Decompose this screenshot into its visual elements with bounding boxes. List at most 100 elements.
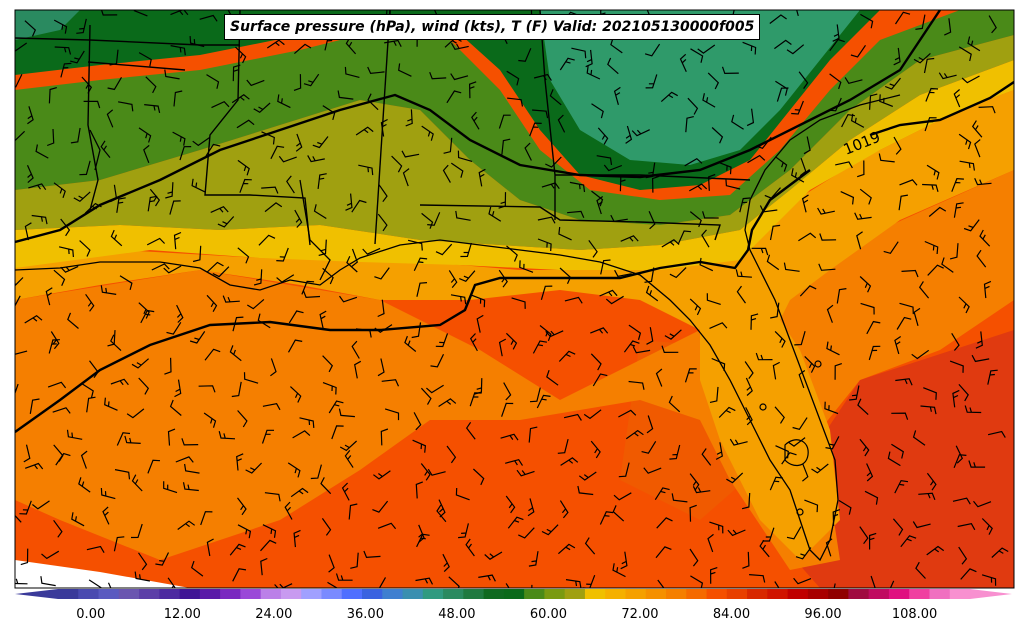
wind-barb (915, 14, 926, 30)
wind-barb (711, 357, 726, 371)
wind-barb (774, 156, 788, 172)
wind-barb (529, 122, 542, 137)
wind-barb (373, 470, 391, 480)
wind-barb (181, 438, 199, 446)
wind-barb (655, 368, 663, 387)
wind-barb (883, 241, 899, 254)
wind-barb (234, 46, 247, 64)
wind-barb (318, 239, 327, 256)
wind-barb (363, 550, 381, 559)
colorbar-swatch (463, 589, 485, 599)
wind-barb (110, 334, 122, 352)
wind-barb (717, 161, 732, 175)
wind-barb (351, 199, 367, 213)
colorbar-swatch (422, 589, 444, 599)
wind-barb (67, 312, 79, 329)
wind-barb (958, 384, 969, 402)
wind-barb (860, 302, 875, 315)
wind-barb (70, 127, 81, 144)
wind-barb (892, 518, 904, 536)
wind-barb (163, 481, 178, 494)
colorbar-swatch (686, 589, 708, 599)
wind-barb (646, 327, 654, 345)
wind-barb (944, 18, 952, 36)
wind-barb (350, 552, 359, 569)
wind-barb (838, 499, 852, 515)
wind-barb (859, 526, 869, 545)
wind-barb (967, 36, 981, 52)
wind-barb (460, 242, 472, 258)
wind-barb (891, 443, 904, 459)
wind-barb (203, 412, 217, 428)
wind-barb (596, 155, 613, 165)
wind-barb (312, 136, 329, 149)
wind-barb (448, 576, 460, 588)
wind-barb (258, 234, 276, 246)
wind-barb (446, 445, 457, 464)
wind-barb (277, 94, 291, 109)
wind-barb (762, 527, 775, 542)
wind-barb (371, 577, 387, 588)
colorbar-swatch (949, 589, 971, 599)
wind-barb (798, 71, 809, 89)
wind-barb (232, 568, 247, 582)
wind-barb (295, 133, 303, 152)
wind-barb (505, 459, 524, 466)
wind-barb (229, 543, 246, 556)
wind-barb (971, 120, 983, 138)
wind-barb (471, 294, 486, 308)
wind-barb (895, 11, 911, 25)
wind-barb (866, 320, 881, 335)
colorbar-tick-label: 24.00 (255, 607, 293, 622)
colorbar-swatch (767, 589, 789, 599)
wind-barb (585, 49, 593, 68)
wind-barb (545, 156, 562, 168)
wind-barb (769, 14, 787, 24)
wind-barb (66, 429, 83, 440)
wind-barb (899, 302, 914, 315)
wind-barb (915, 561, 926, 579)
wind-barb (592, 373, 608, 387)
wind-barb (264, 202, 283, 213)
wind-barb (893, 136, 902, 155)
wind-barb (715, 442, 723, 460)
wind-barb (759, 539, 770, 558)
wind-barb (398, 63, 412, 77)
wind-barb (794, 331, 806, 346)
wind-barb (262, 403, 281, 411)
wind-barb (345, 193, 353, 211)
wind-barb (104, 397, 118, 411)
wind-barb (24, 314, 43, 324)
wind-barb (549, 89, 562, 106)
wind-barb (699, 257, 714, 272)
wind-barb (913, 307, 921, 326)
wind-barb (498, 338, 507, 357)
wind-barb (24, 20, 37, 37)
wind-barb (100, 285, 117, 295)
wind-barb (189, 331, 206, 344)
wind-barb (86, 396, 96, 413)
wind-barb (689, 298, 702, 316)
wind-barb (124, 435, 141, 444)
colorbar-swatch (848, 589, 870, 599)
wind-barb (955, 445, 964, 464)
wind-barb (641, 440, 657, 454)
wind-barb (612, 505, 625, 522)
wind-barb (613, 492, 632, 501)
wind-barb (339, 440, 358, 452)
wind-barb (951, 332, 960, 351)
wind-barb (590, 440, 601, 459)
wind-barb (697, 44, 716, 54)
wind-barb (826, 341, 840, 356)
wind-barb (232, 64, 241, 82)
wind-barb (377, 213, 388, 232)
wind-barb (377, 299, 385, 318)
wind-barb (731, 114, 744, 130)
wind-barb (958, 46, 972, 62)
wind-barb (597, 127, 609, 145)
wind-barb (476, 314, 484, 333)
wind-barb (500, 433, 519, 441)
wind-barb (774, 39, 792, 50)
wind-barb (781, 451, 797, 465)
wind-barb (164, 357, 172, 375)
